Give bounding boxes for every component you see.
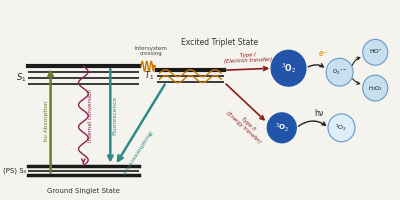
Text: $^1$O$_2$: $^1$O$_2$	[335, 123, 348, 133]
Text: hν Absorption: hν Absorption	[44, 101, 49, 141]
Circle shape	[271, 50, 306, 86]
Text: Type II
(Energy transfer): Type II (Energy transfer)	[225, 106, 266, 145]
Text: Excited Triplet State: Excited Triplet State	[181, 38, 258, 47]
Text: Intersystem
crossing: Intersystem crossing	[134, 46, 167, 56]
Text: HO$^{•}$: HO$^{•}$	[369, 48, 382, 56]
Circle shape	[328, 114, 355, 142]
Circle shape	[363, 75, 388, 101]
Text: H$_2$O$_2$: H$_2$O$_2$	[368, 84, 382, 93]
Text: Ground Singlet State: Ground Singlet State	[47, 188, 120, 194]
Text: $T_1$: $T_1$	[144, 70, 155, 82]
Text: Phosphorescence: Phosphorescence	[120, 129, 152, 175]
Text: Type I
(Electron transfer): Type I (Electron transfer)	[224, 52, 272, 64]
Text: Fluorescence: Fluorescence	[113, 96, 118, 135]
Text: (PS) S₀: (PS) S₀	[3, 167, 26, 174]
Text: hν: hν	[314, 109, 324, 118]
Text: $S_1$: $S_1$	[16, 72, 26, 84]
Text: e⁻: e⁻	[318, 49, 327, 58]
Circle shape	[326, 58, 353, 86]
Text: Internal conversion: Internal conversion	[88, 89, 92, 142]
Text: $^3$O$_2$: $^3$O$_2$	[275, 122, 289, 134]
Text: O$_2$$^{•-}$: O$_2$$^{•-}$	[332, 68, 347, 77]
Circle shape	[363, 39, 388, 65]
Text: $^3$O$_2$: $^3$O$_2$	[281, 61, 296, 75]
Circle shape	[267, 113, 296, 143]
